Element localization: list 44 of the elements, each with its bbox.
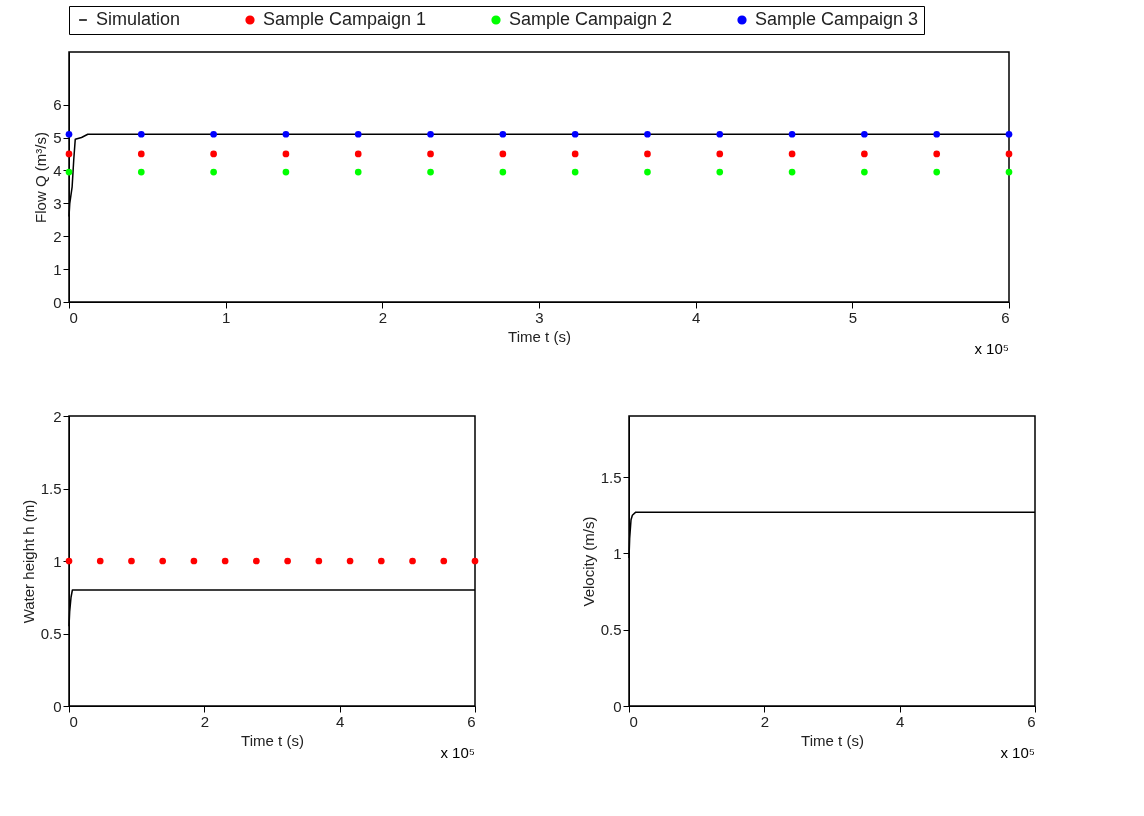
x-tick-label: 0: [69, 712, 78, 730]
y-tick-label: 0.5: [600, 621, 622, 639]
y-tick-label: 1: [53, 552, 62, 570]
y-axis-title: Water height h (m): [19, 499, 37, 624]
text: x 10⁵: [974, 340, 1009, 357]
legend-label: Sample Campaign 1: [263, 9, 427, 29]
x-axis-title: Time t (s): [801, 731, 864, 749]
x-tick-label: 0: [69, 308, 78, 326]
y-tick-label: 2: [53, 407, 62, 425]
x-tick-label: 6: [467, 712, 476, 730]
y-tick-label: 4: [53, 161, 62, 179]
legend-label: Sample Campaign 2: [509, 9, 673, 29]
x-axis-title: Time t (s): [508, 327, 571, 345]
x-tick-label: 6: [1001, 308, 1010, 326]
x-axis-title: Time t (s): [241, 731, 304, 749]
x-tick-label: 1: [221, 308, 231, 326]
y-axis-title: Flow Q (m³/s): [32, 132, 50, 223]
text: x 10⁵: [1000, 744, 1035, 761]
x-tick-label: 2: [200, 712, 210, 730]
y-tick-label: 0: [53, 697, 62, 715]
y-tick-label: 1: [613, 544, 622, 562]
y-tick-label: 0: [53, 293, 62, 311]
x-tick-label: 2: [378, 308, 388, 326]
x-tick-label: 3: [535, 308, 544, 326]
y-tick-label: 2: [53, 227, 62, 245]
y-tick-label: 6: [53, 96, 62, 114]
x-tick-label: 4: [335, 712, 345, 730]
y-tick-label: 1: [53, 260, 62, 278]
x-tick-label: 0: [629, 712, 638, 730]
legend-label: Simulation: [96, 9, 181, 29]
y-tick-label: 5: [53, 129, 62, 147]
x-tick-label: 5: [848, 308, 858, 326]
x-tick-label: 4: [691, 308, 701, 326]
x-tick-label: 2: [760, 712, 770, 730]
text: x 10⁵: [440, 744, 475, 761]
y-tick-label: 1.5: [600, 468, 622, 486]
y-tick-label: 0: [613, 697, 622, 715]
y-tick-label: 1.5: [40, 480, 62, 497]
x-tick-label: 4: [895, 712, 905, 730]
y-tick-label: 0.5: [40, 625, 62, 642]
legend-label: Sample Campaign 3: [755, 9, 919, 29]
y-tick-label: 3: [53, 194, 62, 212]
y-axis-title: Velocity (m/s): [579, 516, 597, 607]
x-tick-label: 6: [1027, 712, 1036, 730]
